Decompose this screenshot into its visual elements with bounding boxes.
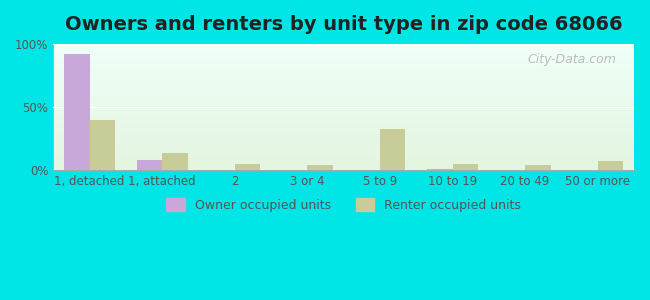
Bar	[307, 165, 333, 170]
Bar	[452, 164, 478, 170]
Bar	[90, 120, 115, 170]
Legend: Owner occupied units, Renter occupied units: Owner occupied units, Renter occupied un…	[161, 194, 526, 217]
Title: Owners and renters by unit type in zip code 68066: Owners and renters by unit type in zip c…	[65, 15, 623, 34]
Bar	[162, 152, 188, 170]
Bar	[380, 128, 406, 170]
Bar	[136, 160, 162, 170]
Bar	[64, 54, 90, 170]
Text: City-Data.com: City-Data.com	[528, 53, 617, 66]
Bar	[235, 164, 260, 170]
Bar	[598, 161, 623, 170]
Bar	[525, 165, 551, 170]
Bar	[427, 169, 452, 170]
